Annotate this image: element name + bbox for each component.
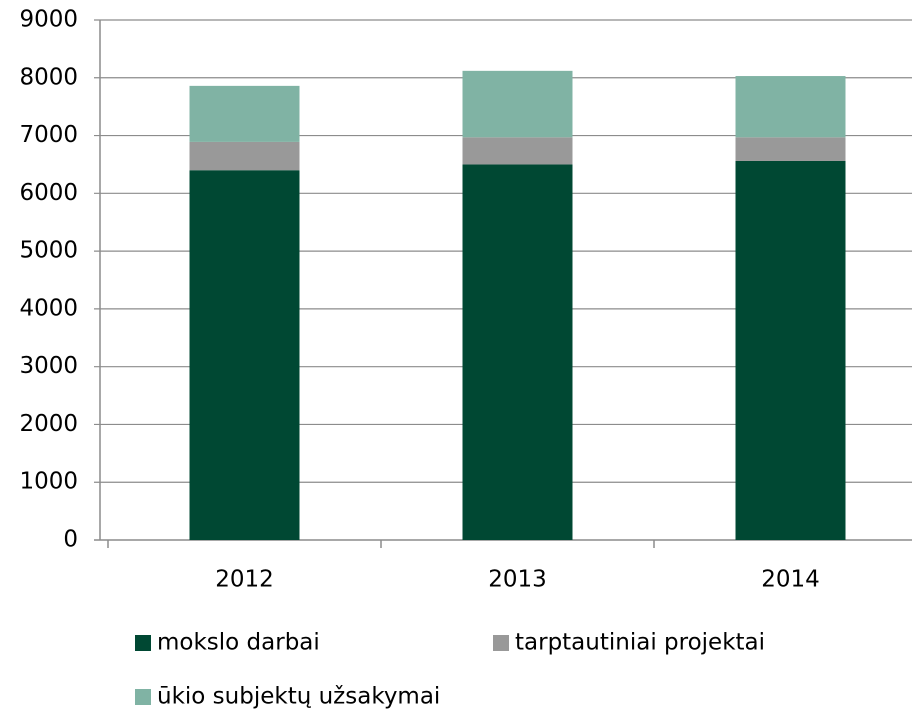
y-tick-label: 7000 xyxy=(19,122,78,148)
y-tick-label: 4000 xyxy=(19,295,78,321)
bar-segment xyxy=(735,137,846,161)
y-tick-label: 0 xyxy=(63,527,78,553)
bar-segment xyxy=(735,76,846,138)
y-tick-label: 9000 xyxy=(19,7,78,33)
legend-label: mokslo darbai xyxy=(157,630,320,656)
bar-segment xyxy=(462,137,573,165)
legend-label: tarptautiniai projektai xyxy=(515,630,765,656)
bar-segment xyxy=(189,141,300,171)
x-tick-label: 2013 xyxy=(488,567,547,593)
bar-segment xyxy=(462,70,573,138)
bar-segment xyxy=(735,160,846,540)
y-tick-label: 6000 xyxy=(19,180,78,206)
legend-swatch xyxy=(135,635,151,651)
x-tick-label: 2014 xyxy=(761,567,820,593)
legend-swatch xyxy=(493,635,509,651)
y-tick-label: 5000 xyxy=(19,238,78,264)
bar-segment xyxy=(462,164,573,540)
bar-segment xyxy=(189,170,300,540)
y-tick-label: 8000 xyxy=(19,64,78,90)
legend-label: ūkio subjektų užsakymai xyxy=(157,684,440,710)
bar-segment xyxy=(189,85,300,142)
x-tick-label: 2012 xyxy=(215,567,274,593)
y-tick-label: 3000 xyxy=(19,353,78,379)
y-tick-label: 2000 xyxy=(19,411,78,437)
y-tick-label: 1000 xyxy=(19,469,78,495)
legend-swatch xyxy=(135,689,151,705)
